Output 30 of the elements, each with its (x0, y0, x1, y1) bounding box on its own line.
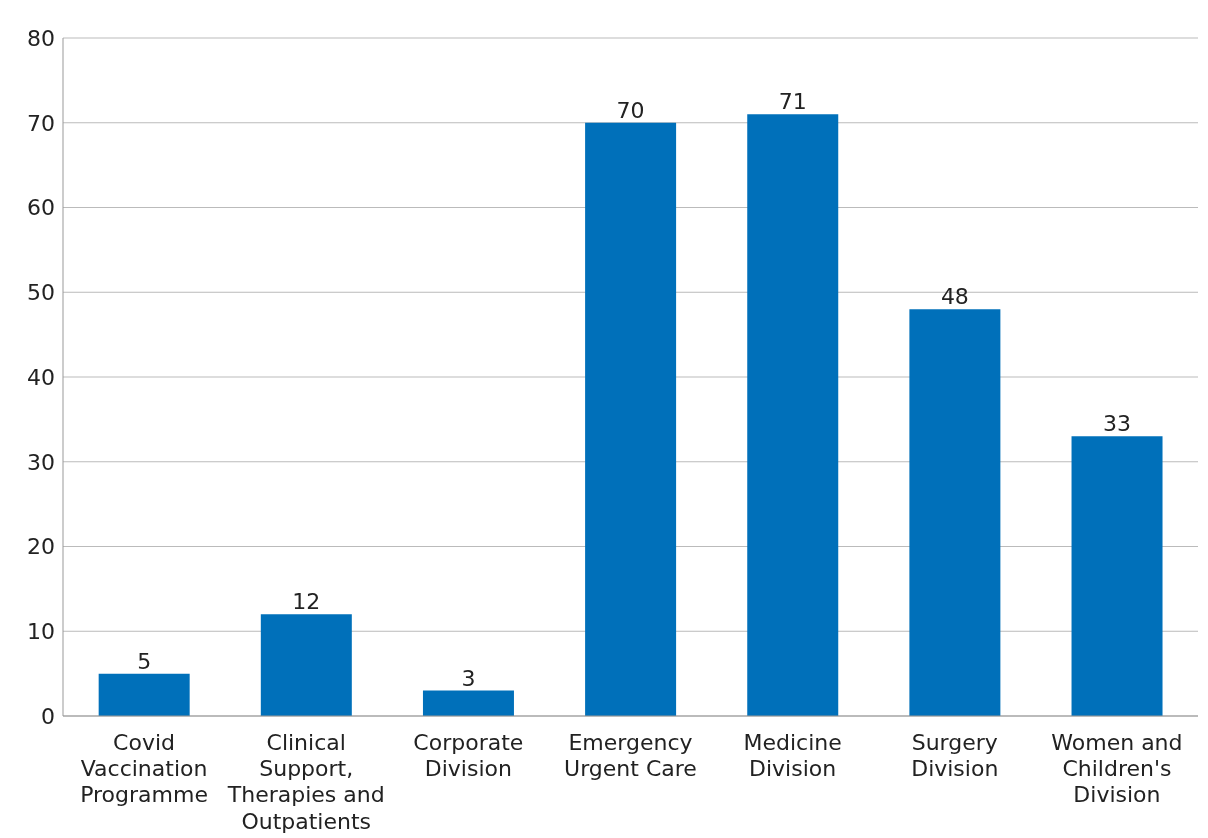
bar (909, 309, 1001, 716)
y-tick-label: 50 (27, 280, 55, 306)
y-tick-label: 40 (27, 364, 55, 390)
bar (260, 614, 352, 716)
x-tick-label: Clinical Support, Therapies and Outpatients (226, 729, 385, 834)
y-tick-label: 80 (27, 25, 55, 51)
data-label: 33 (1103, 411, 1132, 437)
x-tick-label: Corporate Division (413, 729, 524, 781)
y-tick-label: 30 (27, 449, 55, 475)
y-tick-label: 20 (27, 534, 55, 560)
data-label: 3 (461, 665, 476, 691)
data-label: 70 (616, 97, 645, 123)
bar (1071, 436, 1163, 716)
bar (747, 114, 839, 716)
data-label: 5 (137, 648, 152, 674)
x-tick-label: Covid Vaccination Programme (80, 729, 208, 808)
bar (98, 673, 190, 716)
x-tick-label: Emergency Urgent Care (564, 729, 697, 781)
y-tick-label: 70 (27, 110, 55, 136)
x-tick-label: Surgery Division (911, 729, 999, 781)
y-tick-label: 60 (27, 195, 55, 221)
bar (585, 122, 677, 716)
x-tick-label: Medicine Division (743, 729, 842, 781)
bar (422, 690, 514, 716)
y-tick-label: 10 (27, 619, 55, 645)
data-label: 71 (778, 89, 807, 115)
data-label: 12 (292, 589, 321, 615)
y-tick-label: 0 (41, 703, 55, 729)
data-label: 48 (940, 284, 969, 310)
x-tick-label: Women and Children's Division (1051, 729, 1183, 808)
